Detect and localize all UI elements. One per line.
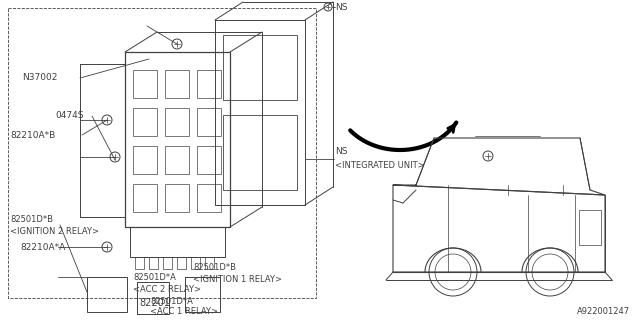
Bar [133,184,157,212]
Bar [177,257,186,269]
Text: <ACC 1 RELAY>: <ACC 1 RELAY> [150,308,218,316]
Bar [135,257,144,269]
Bar [133,108,157,136]
Bar [149,257,158,269]
Bar [197,70,221,98]
Bar [579,210,601,245]
Bar [165,146,189,174]
Text: NS: NS [335,3,348,12]
Text: 82501D*B: 82501D*B [193,262,236,271]
Bar [137,282,169,314]
Bar [197,146,221,174]
Bar [165,108,189,136]
Bar [185,277,220,312]
Bar [8,8,316,298]
Text: 0474S: 0474S [55,111,83,121]
Bar [125,52,230,227]
Bar [191,257,200,269]
Bar [165,70,189,98]
Bar [197,184,221,212]
Text: <IGNITION 2 RELAY>: <IGNITION 2 RELAY> [10,228,99,236]
Bar [197,108,221,136]
Bar [87,277,127,312]
Bar [133,70,157,98]
Text: <ACC 2 RELAY>: <ACC 2 RELAY> [133,285,201,294]
Bar [223,35,297,100]
Text: N37002: N37002 [22,74,58,83]
Text: <INTEGRATED UNIT>: <INTEGRATED UNIT> [335,162,424,171]
Bar [133,146,157,174]
Bar [223,115,297,190]
Bar [163,257,172,269]
Text: 82501D*A: 82501D*A [133,274,176,283]
Bar [205,257,214,269]
Bar [130,227,225,257]
Text: 82210A*B: 82210A*B [10,131,55,140]
Text: 82501D*A: 82501D*A [150,298,193,307]
Text: A922001247: A922001247 [577,308,630,316]
Text: 82210A*A: 82210A*A [20,244,65,252]
Text: <IGNITION 1 RELAY>: <IGNITION 1 RELAY> [193,275,282,284]
Text: NS: NS [335,148,348,156]
Text: 82201: 82201 [140,298,170,308]
Text: 82501D*B: 82501D*B [10,215,53,225]
Bar [165,184,189,212]
